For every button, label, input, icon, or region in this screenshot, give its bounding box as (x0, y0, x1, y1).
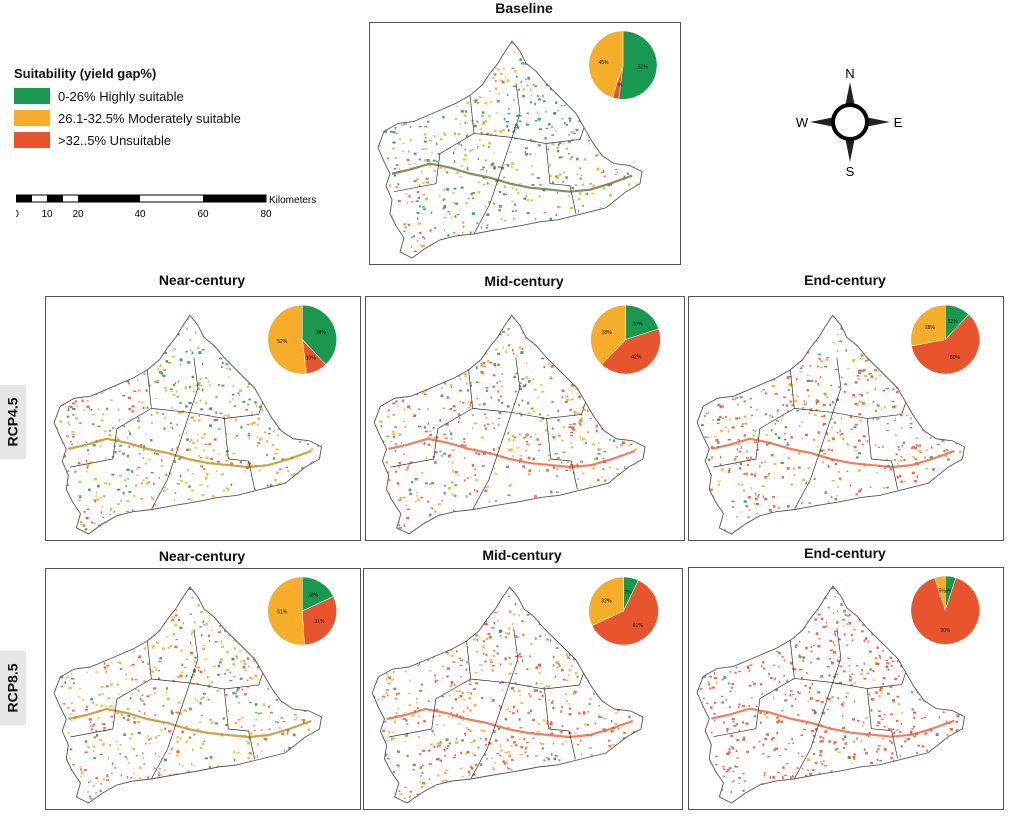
pie-slice-moderate (910, 304, 946, 347)
pie-slice-unsuitable (591, 579, 659, 646)
legend-label-high: 0-26% Highly suitable (58, 88, 184, 104)
map-panel-baseline: 52% 3% 45% (369, 22, 681, 265)
legend-title: Suitability (yield gap%) (14, 66, 157, 81)
legend-item-moderate: 26.1-32.5% Moderately suitable (14, 107, 241, 129)
pie-slice-moderate (588, 30, 624, 98)
legend-label-unsuitable: >32..5% Unsuitable (58, 132, 172, 148)
pie-label-unsuitable: 61% (633, 623, 644, 629)
panel-title-rcp45-near: Near-century (158, 272, 246, 288)
compass-s: S (846, 164, 855, 179)
map-svg: 12% 60% 28% (696, 304, 980, 535)
pie-label-unsuitable: 90% (940, 628, 951, 634)
pie-slice-unsuitable (911, 314, 980, 375)
row-label-rcp45: RCP4.5 (0, 385, 26, 459)
map-svg: 38% 10% 52% (53, 304, 337, 535)
map-svg: 5% 90% 5% (696, 575, 980, 804)
pie-label-unsuitable: 10% (306, 356, 317, 362)
map-svg: 20% 42% 38% (373, 304, 661, 535)
legend: Suitability (yield gap%) 0-26% Highly su… (14, 66, 241, 151)
compass-e: E (894, 115, 903, 130)
north-arrow-icon: N S E W (796, 66, 903, 179)
scale-tick-0: 0 (16, 209, 19, 220)
pie-label-high: 7% (624, 590, 632, 596)
scale-tick-80: 80 (260, 209, 272, 220)
pie-label-moderate: 32% (601, 598, 612, 604)
pie-slice-moderate (588, 576, 624, 626)
pie-slice-moderate (267, 304, 307, 375)
panel-title-rcp85-mid: Mid-century (482, 547, 562, 563)
pie-slice-high (302, 304, 337, 365)
pie-label-high: 20% (632, 321, 643, 327)
scale-tick-10: 10 (41, 209, 53, 220)
pie-label-moderate: 5% (938, 589, 946, 595)
pie-label-moderate: 45% (599, 60, 610, 66)
pie-label-moderate: 51% (277, 610, 288, 616)
map-panel-rcp85-end: 5% 90% 5% (688, 567, 1004, 810)
panel-title-baseline: Baseline (495, 0, 553, 16)
legend-swatch-high (14, 88, 50, 104)
pie-slice-high (625, 304, 660, 340)
scale-tick-60: 60 (197, 209, 209, 220)
panel-title-rcp85-near: Near-century (158, 548, 246, 564)
map-panel-rcp45-near: 38% 10% 52% (45, 296, 361, 541)
legend-item-high: 0-26% Highly suitable (14, 85, 241, 107)
legend-label-moderate: 26.1-32.5% Moderately suitable (58, 110, 241, 126)
legend-item-unsuitable: >32..5% Unsuitable (14, 129, 241, 151)
pie-label-moderate: 52% (277, 339, 288, 345)
pie-label-high: 5% (945, 589, 953, 595)
map-svg: 7% 61% 32% (371, 576, 659, 804)
pie-label-unsuitable: 60% (950, 355, 961, 361)
pie-slice-moderate (934, 575, 946, 611)
panel-title-rcp45-end: End-century (804, 272, 886, 288)
pie-label-high: 12% (948, 319, 959, 325)
panel-title-rcp45-mid: Mid-century (484, 273, 564, 289)
pie-label-unsuitable: 3% (615, 82, 623, 88)
pie-label-high: 38% (316, 330, 327, 336)
scale-tick-40: 40 (134, 209, 146, 220)
compass-n: N (845, 66, 854, 81)
pie-slice-moderate (590, 304, 626, 365)
pie-label-high: 18% (308, 592, 319, 598)
pie-label-moderate: 38% (602, 330, 613, 336)
panel-title-rcp85-end: End-century (804, 545, 886, 561)
compass-w: W (796, 115, 809, 130)
pie-label-unsuitable: 31% (314, 619, 325, 625)
map-svg: 18% 31% 51% (53, 576, 337, 804)
pie-slice-unsuitable (910, 577, 980, 645)
scale-unit: Kilometers (269, 195, 316, 206)
legend-swatch-unsuitable (14, 132, 50, 148)
pie-label-unsuitable: 42% (631, 354, 642, 360)
legend-swatch-moderate (14, 110, 50, 126)
scale-bar: Kilometers 0 10 20 40 60 80 (16, 194, 316, 220)
pie-label-moderate: 28% (925, 325, 936, 331)
pie-slice-moderate (267, 576, 305, 646)
pie-label-high: 52% (638, 64, 649, 70)
map-panel-rcp85-mid: 7% 61% 32% (363, 568, 683, 810)
scale-tick-20: 20 (72, 209, 84, 220)
pie-slice-unsuitable (302, 596, 337, 646)
pie-slice-high (618, 30, 658, 100)
map-panel-rcp85-near: 18% 31% 51% (45, 568, 361, 810)
map-panel-rcp45-end: 12% 60% 28% (688, 296, 1004, 541)
map-svg: 52% 3% 45% (377, 30, 658, 259)
row-label-rcp85: RCP8.5 (0, 651, 26, 725)
pie-slice-unsuitable (601, 328, 661, 375)
map-panel-rcp45-mid: 20% 42% 38% (365, 296, 685, 541)
